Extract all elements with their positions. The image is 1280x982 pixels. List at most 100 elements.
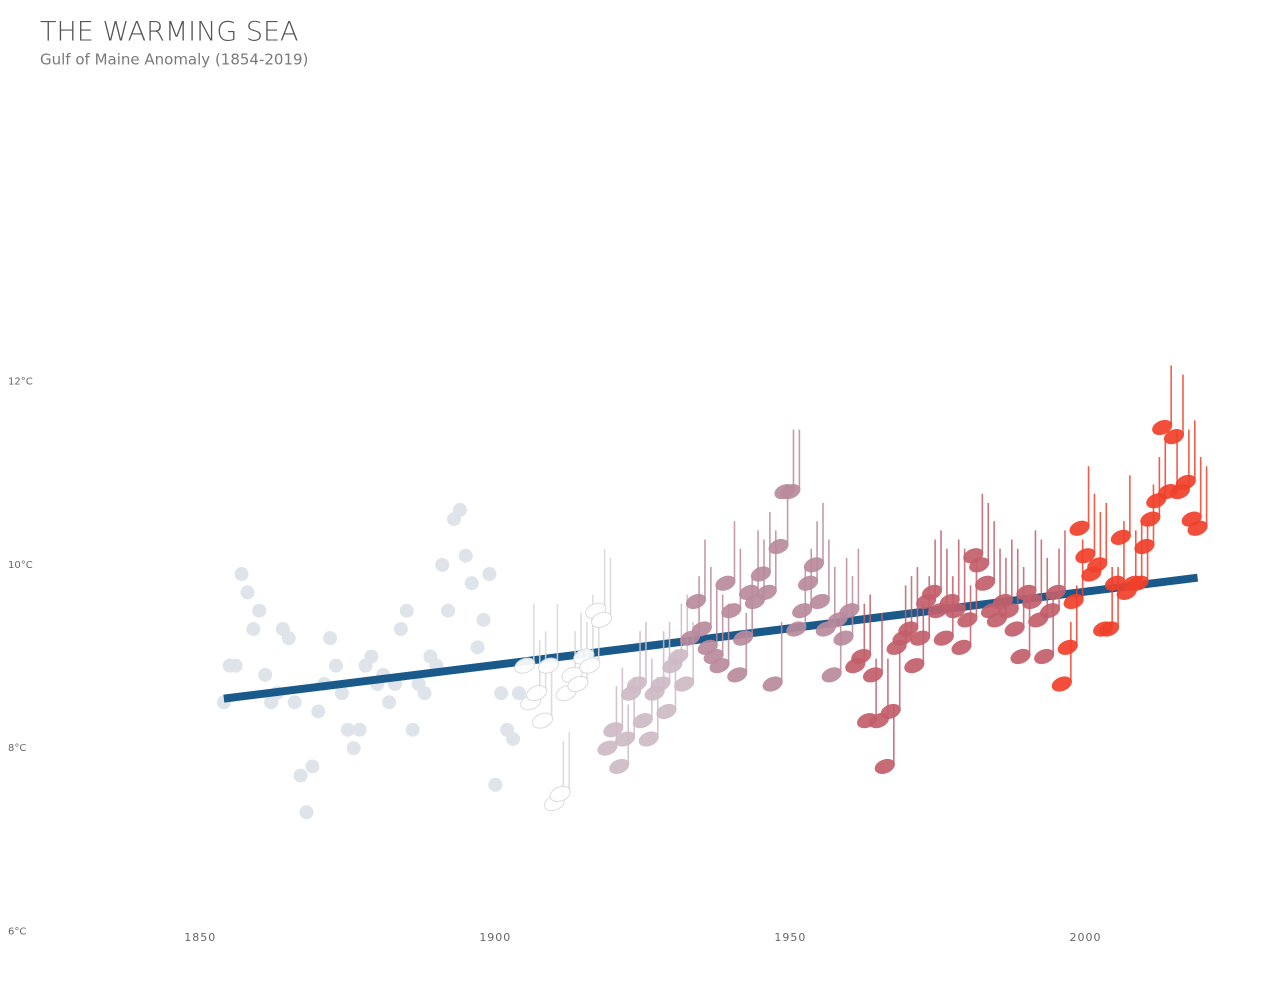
note: [715, 521, 736, 591]
note-head: [839, 603, 860, 619]
note: [762, 621, 783, 692]
note-head: [768, 538, 789, 555]
note: [921, 530, 943, 600]
point: [494, 686, 509, 701]
y-tick-label: 10°C: [8, 560, 33, 571]
note-head: [780, 483, 801, 500]
note-head: [1075, 548, 1096, 564]
note: [537, 603, 560, 674]
point: [305, 759, 320, 774]
point: [488, 777, 503, 792]
point: [482, 567, 497, 582]
point: [234, 567, 249, 582]
note-head: [1010, 648, 1031, 665]
note-head: [685, 593, 707, 610]
note: [880, 649, 901, 720]
point: [258, 667, 273, 682]
note-head: [1063, 593, 1084, 610]
point: [511, 686, 526, 701]
point: [417, 686, 432, 701]
note: [1087, 502, 1108, 573]
note-head: [537, 657, 560, 674]
note-head: [798, 575, 819, 591]
note-head: [874, 758, 895, 775]
note-head: [615, 731, 636, 747]
note-head: [792, 603, 813, 619]
note-head: [1140, 511, 1161, 527]
note: [1175, 420, 1196, 491]
note-head: [691, 621, 712, 637]
note-head: [526, 685, 548, 702]
note: [685, 539, 707, 610]
point: [287, 695, 302, 710]
note-head: [715, 575, 736, 591]
note-head: [709, 658, 730, 674]
note-head: [531, 712, 554, 729]
note-head: [975, 575, 996, 591]
note-head: [567, 675, 589, 693]
note-head: [727, 667, 748, 683]
point: [323, 631, 338, 646]
note: [1152, 365, 1173, 436]
note-head: [957, 612, 978, 628]
note-head: [921, 584, 943, 600]
note-head: [1022, 593, 1043, 610]
note-head: [514, 657, 536, 674]
y-tick-label: 12°C: [8, 377, 33, 388]
note: [862, 612, 884, 683]
point: [470, 640, 485, 655]
note-head: [1152, 419, 1173, 436]
note: [1163, 374, 1185, 445]
note: [1110, 475, 1131, 545]
note-head: [969, 557, 990, 573]
note-head: [632, 713, 653, 729]
note-head: [803, 557, 825, 573]
point: [240, 585, 255, 600]
note-head: [1134, 538, 1155, 555]
point: [393, 622, 408, 637]
note-head: [1051, 676, 1072, 692]
point: [252, 603, 267, 618]
note: [750, 512, 771, 582]
note: [626, 621, 648, 692]
note: [1075, 493, 1096, 564]
x-tick-label: 1900: [479, 931, 511, 944]
note-head: [910, 630, 931, 646]
note-head: [756, 584, 777, 600]
note-head: [1039, 603, 1061, 619]
note-head: [1098, 621, 1120, 637]
note: [803, 502, 825, 573]
note-head: [904, 658, 925, 674]
x-tick-label: 1950: [774, 931, 806, 944]
point: [399, 603, 414, 618]
note: [851, 594, 872, 665]
note-head: [668, 648, 689, 665]
note-head: [638, 731, 659, 747]
point: [464, 576, 479, 591]
point: [452, 502, 467, 517]
note-head: [786, 621, 807, 637]
note: [898, 567, 919, 637]
note-head: [1175, 474, 1196, 491]
point: [435, 557, 450, 572]
note-head: [880, 703, 901, 720]
point: [311, 704, 326, 719]
point: [405, 722, 420, 737]
note-head: [733, 630, 754, 646]
point: [441, 603, 456, 618]
note-head: [549, 785, 571, 803]
x-tick-label: 1850: [184, 931, 216, 944]
y-tick-label: 8°C: [8, 743, 26, 754]
note-head: [1087, 557, 1108, 573]
point: [458, 548, 473, 563]
note: [1069, 466, 1090, 536]
note: [975, 521, 996, 591]
note-head: [626, 676, 648, 692]
note: [1187, 466, 1208, 536]
note-head: [851, 648, 872, 665]
note: [590, 557, 613, 628]
note-head: [609, 758, 630, 775]
note-head: [821, 667, 842, 683]
